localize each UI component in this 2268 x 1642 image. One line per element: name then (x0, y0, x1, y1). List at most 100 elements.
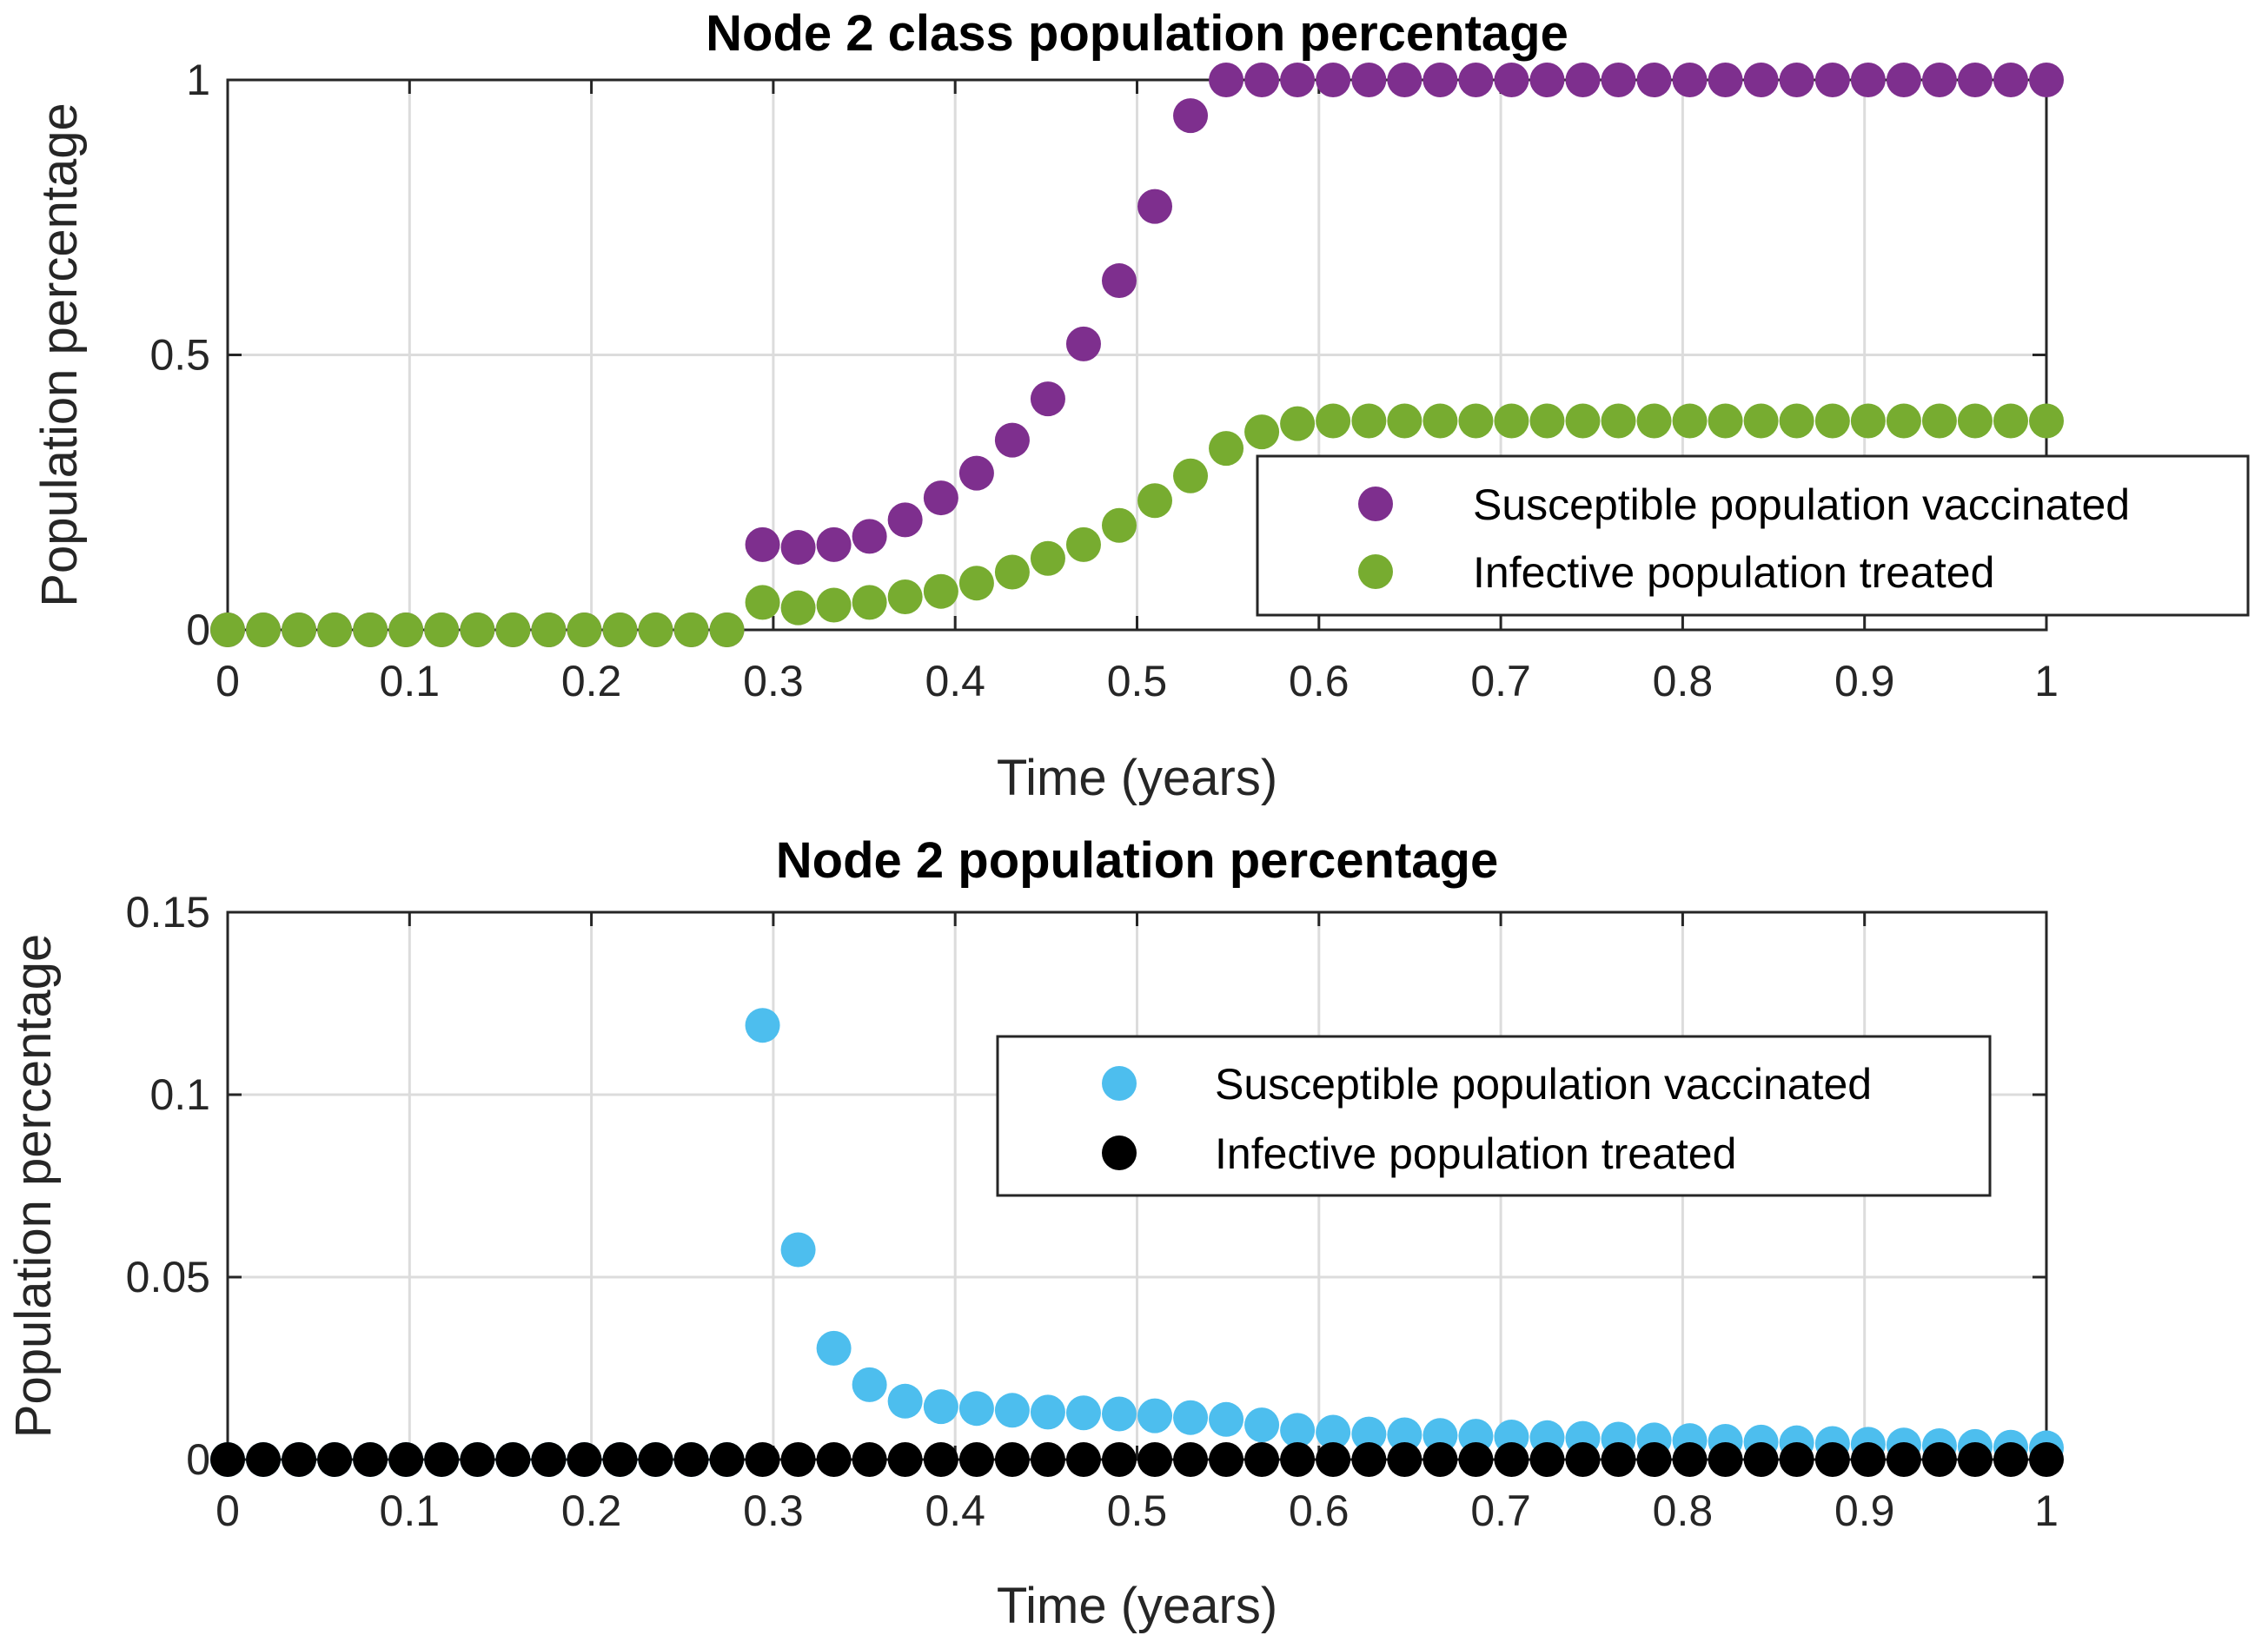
data-point (1494, 1442, 1529, 1477)
x-tick-label: 0.9 (1834, 657, 1895, 705)
data-point (353, 1442, 388, 1477)
data-point (2029, 1442, 2064, 1477)
data-point (994, 1442, 1030, 1477)
data-point (1779, 403, 1814, 439)
data-point (1708, 403, 1743, 439)
data-point (745, 526, 780, 562)
data-point (1101, 507, 1137, 543)
data-point (1814, 1442, 1850, 1477)
x-tick-label: 0.8 (1653, 657, 1714, 705)
data-point (994, 1393, 1030, 1428)
x-tick-label: 0.4 (925, 657, 985, 705)
data-point (1957, 1442, 1993, 1477)
data-point (1173, 458, 1209, 493)
data-point (1850, 403, 1886, 439)
data-point (353, 612, 388, 647)
data-point (1672, 63, 1708, 97)
data-point (1101, 263, 1137, 299)
data-point (1209, 431, 1244, 467)
x-tick-label: 0.7 (1470, 1486, 1531, 1535)
data-point (424, 1442, 460, 1477)
data-point (1173, 1442, 1209, 1477)
data-point (1173, 98, 1209, 134)
legend-entry: Infective population treated (1215, 1129, 1736, 1178)
series-layer (210, 1008, 2064, 1477)
data-point (1387, 403, 1422, 439)
data-point (638, 1442, 673, 1477)
x-tick-label: 0.3 (743, 1486, 804, 1535)
data-point (1458, 1442, 1494, 1477)
legend: Susceptible population vaccinated Infect… (1256, 454, 2250, 617)
data-point (816, 587, 852, 623)
data-point (1494, 403, 1529, 439)
data-point (1850, 63, 1886, 97)
x-tick-label: 0.5 (1107, 657, 1168, 705)
data-point (1921, 403, 1957, 439)
data-point (887, 579, 923, 615)
legend-entry: Susceptible population vaccinated (1215, 1060, 1872, 1109)
y-tick-label: 0 (186, 606, 210, 654)
data-point (388, 612, 424, 647)
data-point (780, 590, 816, 626)
y-ticks: 00.51 (149, 56, 2046, 654)
data-point (1173, 1400, 1209, 1435)
data-point (1779, 1442, 1814, 1477)
data-point (1137, 1398, 1173, 1433)
data-point (1565, 63, 1601, 97)
data-point (1814, 403, 1850, 439)
data-point (1244, 414, 1280, 450)
data-point (1101, 1442, 1137, 1477)
data-point (1137, 1442, 1173, 1477)
data-point (1316, 1414, 1351, 1450)
data-point (1422, 63, 1458, 97)
data-point (1280, 63, 1316, 97)
data-point (816, 1442, 852, 1477)
data-point (816, 1330, 852, 1366)
data-point (1137, 483, 1173, 519)
data-point (1137, 189, 1173, 224)
y-tick-label: 0.05 (126, 1253, 210, 1301)
data-point (1244, 1407, 1280, 1443)
data-point (1209, 63, 1244, 97)
data-point (1422, 403, 1458, 439)
x-tick-label: 0.6 (1289, 1486, 1350, 1535)
data-point (1458, 63, 1494, 97)
data-point (1316, 63, 1351, 97)
data-point (1993, 63, 2028, 97)
data-point (2029, 403, 2064, 439)
data-point (1209, 1442, 1244, 1477)
data-point (887, 1383, 923, 1419)
data-point (2029, 63, 2064, 97)
data-point (1030, 540, 1065, 576)
data-point (1743, 63, 1779, 97)
data-point (1779, 63, 1814, 97)
series-1 (210, 1442, 2064, 1477)
data-point (1743, 403, 1779, 439)
y-tick-label: 0.5 (149, 331, 210, 380)
data-point (1316, 403, 1351, 439)
legend-marker (1358, 487, 1393, 521)
data-point (1814, 63, 1850, 97)
x-ticks: 0 0.1 0.2 0.3 0.4 0.5 0.6 0.7 0.8 0.9 1 (216, 912, 2059, 1535)
data-point (1387, 63, 1422, 97)
chart-title: Node 2 class population percentage (706, 5, 1568, 62)
data-point (1672, 1442, 1708, 1477)
data-point (1708, 63, 1743, 97)
data-point (1708, 1442, 1743, 1477)
x-tick-label: 1 (2034, 1486, 2059, 1535)
y-tick-label: 1 (186, 56, 210, 104)
data-point (1993, 1442, 2028, 1477)
chart-node2-population: 0 0.1 0.2 0.3 0.4 0.5 0.6 0.7 0.8 0.9 1 0 0.05 0.1 0.… (5, 832, 2064, 1634)
chart-title: Node 2 population percentage (776, 832, 1498, 889)
data-point (1565, 1442, 1601, 1477)
data-point (210, 1442, 245, 1477)
data-point (1529, 1442, 1565, 1477)
data-point (1921, 1442, 1957, 1477)
legend-entry: Infective population treated (1473, 548, 1994, 597)
data-point (1244, 1442, 1280, 1477)
data-point (1065, 326, 1101, 361)
data-point (246, 612, 282, 647)
data-point (958, 1391, 994, 1427)
data-point (282, 1442, 317, 1477)
